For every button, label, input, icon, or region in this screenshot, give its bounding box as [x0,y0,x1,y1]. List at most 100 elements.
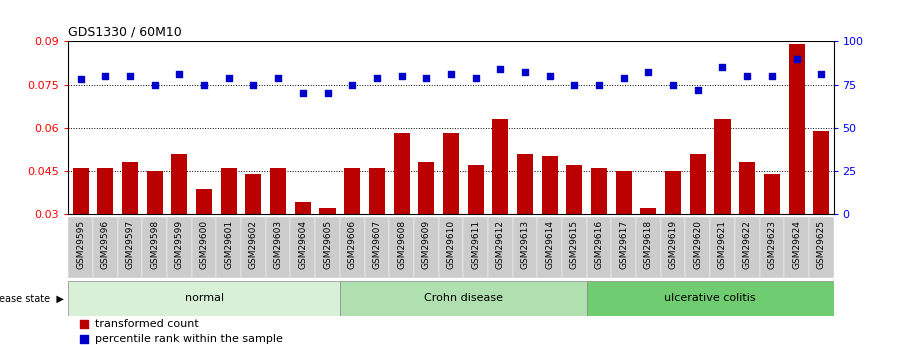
Text: GSM29619: GSM29619 [669,220,678,269]
Bar [389,217,414,278]
Point [715,65,730,70]
Text: GSM29609: GSM29609 [422,220,431,269]
Text: normal: normal [185,294,224,303]
Point [77,322,91,327]
Point [271,75,285,80]
Text: GSM29598: GSM29598 [150,220,159,269]
Bar [739,162,755,300]
Bar [344,168,360,300]
Bar [142,217,167,278]
Bar [814,130,829,300]
Point [814,71,828,77]
Point [468,75,483,80]
Point [197,82,211,87]
Bar [587,281,834,316]
Point [77,336,91,342]
Point [295,90,310,96]
Bar [418,162,435,300]
Bar [492,119,508,300]
Text: GSM29603: GSM29603 [273,220,282,269]
Text: GDS1330 / 60M10: GDS1330 / 60M10 [68,26,182,39]
Point [370,75,384,80]
Text: GSM29622: GSM29622 [742,220,752,269]
Bar [414,217,438,278]
Bar [537,217,562,278]
Point [394,73,409,79]
Bar [118,217,142,278]
Bar [122,162,138,300]
Text: GSM29604: GSM29604 [298,220,307,269]
Bar [295,203,311,300]
Text: disease state  ▶: disease state ▶ [0,294,64,303]
Text: GSM29601: GSM29601 [224,220,233,269]
Point [345,82,360,87]
Text: GSM29623: GSM29623 [767,220,776,269]
Text: GSM29607: GSM29607 [373,220,382,269]
Bar [171,154,188,300]
Bar [340,217,364,278]
Bar [340,281,587,316]
Text: GSM29602: GSM29602 [249,220,258,269]
Point [641,70,656,75]
Point [246,82,261,87]
Point [419,75,434,80]
Bar [315,217,340,278]
Text: GSM29599: GSM29599 [175,220,184,269]
Bar [167,217,191,278]
Text: GSM29600: GSM29600 [200,220,209,269]
Text: GSM29615: GSM29615 [570,220,578,269]
Text: GSM29621: GSM29621 [718,220,727,269]
Point [567,82,581,87]
Bar [690,154,706,300]
Point [493,66,507,72]
Text: Crohn disease: Crohn disease [424,294,503,303]
Text: GSM29611: GSM29611 [471,220,480,269]
Bar [245,174,261,300]
Text: GSM29610: GSM29610 [446,220,456,269]
Bar [394,134,410,300]
Bar [763,174,780,300]
Point [98,73,113,79]
Bar [147,171,163,300]
Point [666,82,681,87]
Text: ulcerative colitis: ulcerative colitis [664,294,756,303]
Bar [97,168,113,300]
Text: GSM29595: GSM29595 [77,220,85,269]
Point [542,73,557,79]
Bar [443,134,459,300]
Text: GSM29620: GSM29620 [693,220,702,269]
Text: GSM29597: GSM29597 [126,220,135,269]
Bar [714,119,731,300]
Bar [616,171,631,300]
Bar [93,217,118,278]
Point [444,71,458,77]
Point [148,82,162,87]
Bar [760,217,784,278]
Text: GSM29624: GSM29624 [792,220,801,269]
Bar [562,217,587,278]
Text: GSM29618: GSM29618 [644,220,653,269]
Bar [587,217,611,278]
Point [221,75,236,80]
Point [123,73,138,79]
Bar [464,217,488,278]
Text: GSM29616: GSM29616 [595,220,604,269]
Point [789,56,804,61]
Bar [369,168,385,300]
Point [172,71,187,77]
Bar [636,217,660,278]
Bar [191,217,217,278]
Bar [220,168,237,300]
Text: percentile rank within the sample: percentile rank within the sample [95,334,283,344]
Text: GSM29596: GSM29596 [101,220,110,269]
Bar [789,44,804,300]
Bar [660,217,685,278]
Bar [68,281,340,316]
Bar [513,217,537,278]
Bar [241,217,266,278]
Bar [735,217,760,278]
Bar [542,156,558,300]
Text: GSM29612: GSM29612 [496,220,505,269]
Bar [640,208,657,300]
Point [617,75,631,80]
